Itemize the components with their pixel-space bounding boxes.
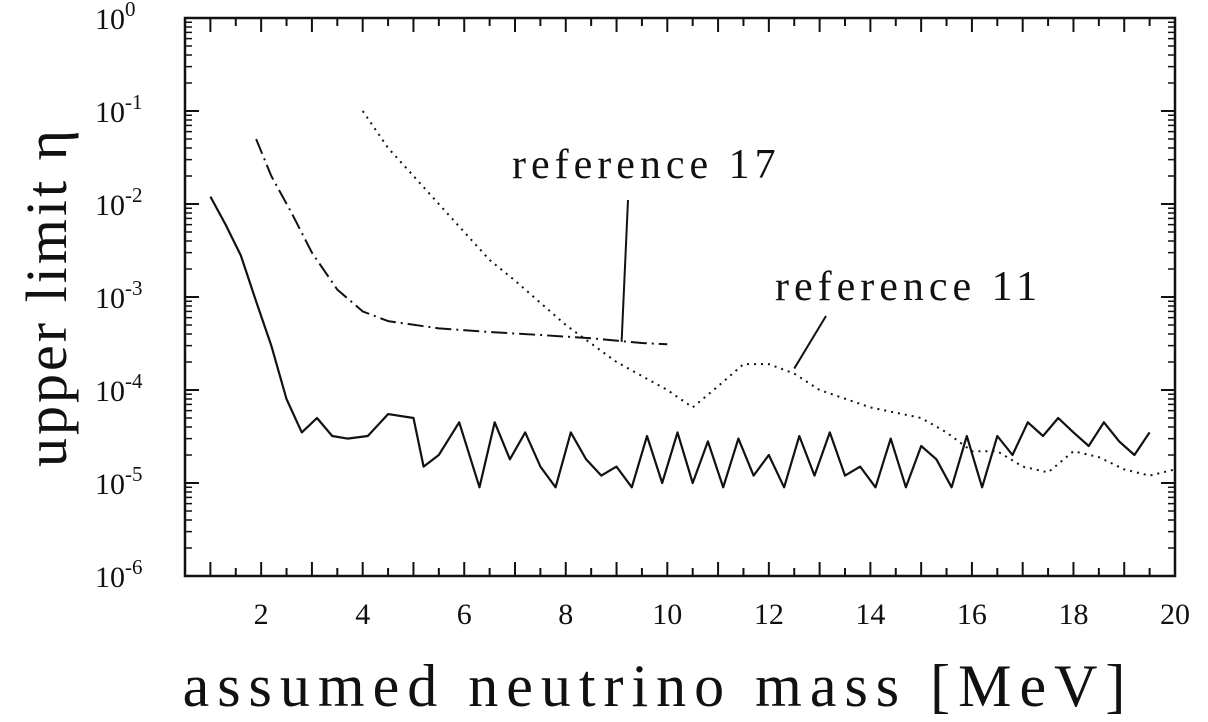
y-tick-label: 10-1 [95,90,143,129]
y-tick-label: 10-3 [95,276,143,315]
x-tick-label: 8 [558,598,573,631]
series-line-dash-dot [255,138,668,346]
annotation-label: reference 17 [512,142,781,188]
series-layer [209,110,1176,489]
x-tick-label: 14 [855,598,885,631]
y-tick-label: 10-6 [95,555,143,594]
annotation-leader-line [793,315,827,370]
y-tick-label: 10-2 [95,183,143,222]
x-axis-ticks [209,18,1176,576]
x-tick-label: 10 [652,598,682,631]
series-line-dotted [361,110,1176,477]
y-tick-label: 10-4 [95,369,143,408]
annotation-layer: reference 17 reference 11 [512,142,1042,370]
y-tick-label: 10-5 [95,462,143,501]
y-axis-tick-labels: 100 10-1 10-2 10-3 10-4 10-5 10-6 [95,0,143,594]
x-axis-title: assumed neutrino mass [MeV] [183,653,1134,719]
annotation-leader-line [620,199,629,342]
x-tick-label: 6 [457,598,472,631]
y-axis-ticks [185,17,1175,577]
x-axis-tick-labels: 2 4 6 8 10 12 14 16 18 20 [254,598,1190,631]
x-tick-label: 20 [1160,598,1190,631]
x-tick-label: 16 [957,598,987,631]
x-tick-label: 18 [1058,598,1088,631]
y-tick-label: 100 [95,0,136,36]
x-tick-label: 2 [254,598,269,631]
y-axis-title: upper limit η [14,127,79,467]
annotation-label: reference 11 [775,264,1042,310]
x-tick-label: 4 [355,598,370,631]
series-line-solid [209,196,1151,489]
x-tick-label: 12 [754,598,784,631]
